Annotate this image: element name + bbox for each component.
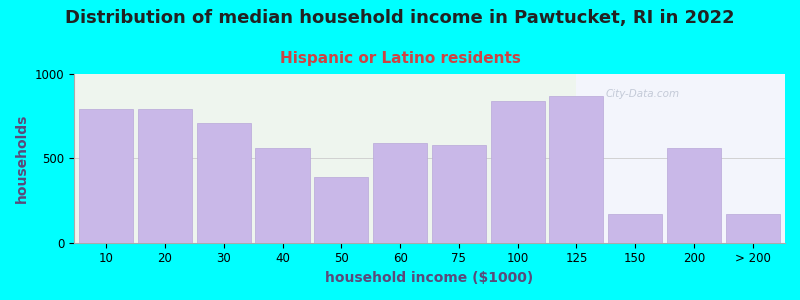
Bar xyxy=(726,214,780,243)
Text: Distribution of median household income in Pawtucket, RI in 2022: Distribution of median household income … xyxy=(65,9,735,27)
Bar xyxy=(667,148,721,243)
Bar xyxy=(79,110,134,243)
Bar xyxy=(373,143,427,243)
Y-axis label: households: households xyxy=(15,114,29,203)
Bar xyxy=(255,148,310,243)
Bar xyxy=(432,145,486,243)
Text: City-Data.com: City-Data.com xyxy=(606,89,680,99)
Bar xyxy=(608,214,662,243)
Bar xyxy=(197,123,250,243)
Bar xyxy=(550,96,603,243)
Bar xyxy=(314,177,368,243)
Bar xyxy=(490,101,545,243)
Text: Hispanic or Latino residents: Hispanic or Latino residents xyxy=(279,51,521,66)
X-axis label: household income ($1000): household income ($1000) xyxy=(326,271,534,285)
Bar xyxy=(138,110,192,243)
Bar xyxy=(576,74,800,243)
